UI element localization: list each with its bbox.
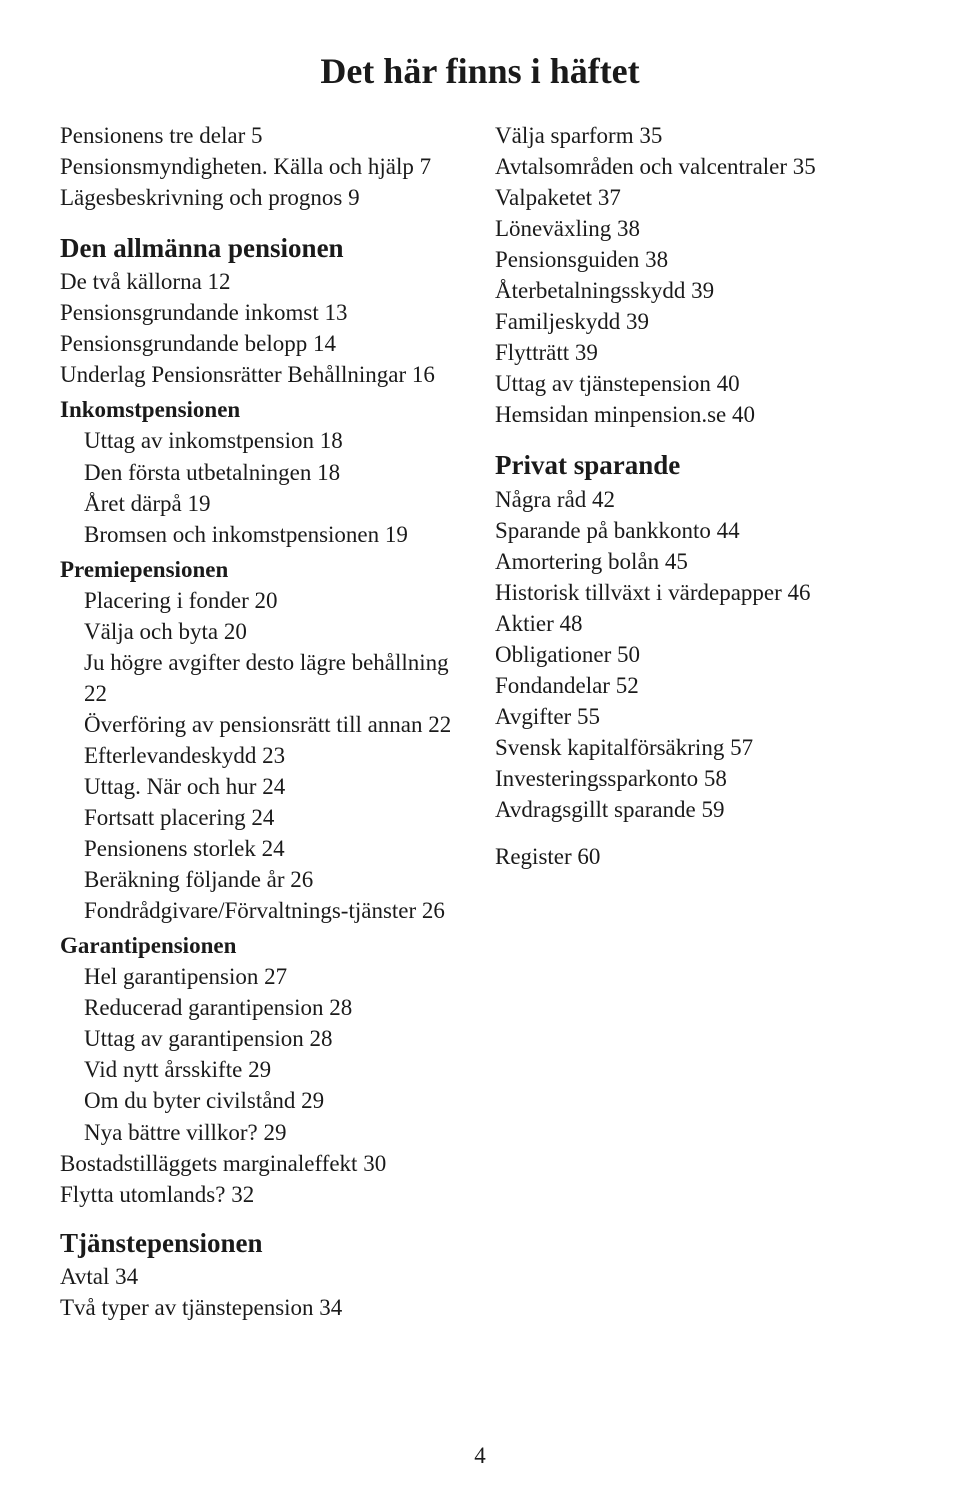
toc-entry: Valpaketet 37	[495, 182, 900, 213]
toc-entry: Överföring av pensionsrätt till annan 22	[60, 709, 465, 740]
toc-entry: Hel garantipension 27	[60, 961, 465, 992]
toc-entry: Året därpå 19	[60, 488, 465, 519]
toc-columns: Pensionens tre delar 5Pensionsmyndighete…	[60, 120, 900, 1323]
toc-entry: Reducerad garantipension 28	[60, 992, 465, 1023]
toc-entry: Nya bättre villkor? 29	[60, 1117, 465, 1148]
toc-entry: Pensionens storlek 24	[60, 833, 465, 864]
toc-entry: Uttag av garantipension 28	[60, 1023, 465, 1054]
toc-entry: Tjänstepensionen	[60, 1226, 465, 1261]
toc-entry: Pensionsguiden 38	[495, 244, 900, 275]
toc-entry: Investeringssparkonto 58	[495, 763, 900, 794]
toc-entry: Placering i fonder 20	[60, 585, 465, 616]
toc-entry: Aktier 48	[495, 608, 900, 639]
toc-entry: De två källorna 12	[60, 266, 465, 297]
page-title: Det här finns i häftet	[60, 50, 900, 92]
toc-entry: Efterlevandeskydd 23	[60, 740, 465, 771]
toc-entry: Hemsidan minpension.se 40	[495, 399, 900, 430]
toc-entry: Två typer av tjänstepension 34	[60, 1292, 465, 1323]
page-number: 4	[0, 1443, 960, 1469]
toc-entry: Pensionsgrundande belopp 14	[60, 328, 465, 359]
toc-entry: Avtalsområden och valcentraler 35	[495, 151, 900, 182]
toc-entry: Garantipensionen	[60, 930, 465, 961]
toc-entry: Flytträtt 39	[495, 337, 900, 368]
toc-entry: Löneväxling 38	[495, 213, 900, 244]
toc-entry: Inkomstpensionen	[60, 394, 465, 425]
toc-entry: Svensk kapitalförsäkring 57	[495, 732, 900, 763]
toc-entry: Om du byter civilstånd 29	[60, 1085, 465, 1116]
toc-entry: Pensionsmyndigheten. Källa och hjälp 7	[60, 151, 465, 182]
toc-entry: Välja och byta 20	[60, 616, 465, 647]
toc-entry: Avgifter 55	[495, 701, 900, 732]
toc-entry: Pensionsgrundande inkomst 13	[60, 297, 465, 328]
toc-entry: Den första utbetalningen 18	[60, 457, 465, 488]
toc-entry: Obligationer 50	[495, 639, 900, 670]
toc-entry: Den allmänna pensionen	[60, 231, 465, 266]
toc-entry: Fondandelar 52	[495, 670, 900, 701]
toc-entry: Register 60	[495, 841, 900, 872]
toc-entry: Avtal 34	[60, 1261, 465, 1292]
toc-entry: Underlag Pensionsrätter Behållningar 16	[60, 359, 465, 390]
toc-entry: Några råd 42	[495, 484, 900, 515]
toc-entry: Flytta utomlands? 32	[60, 1179, 465, 1210]
toc-entry: Fortsatt placering 24	[60, 802, 465, 833]
toc-entry: Pensionens tre delar 5	[60, 120, 465, 151]
toc-entry: Uttag. När och hur 24	[60, 771, 465, 802]
toc-entry: Uttag av tjänstepension 40	[495, 368, 900, 399]
toc-entry: Avdragsgillt sparande 59	[495, 794, 900, 825]
toc-entry: Sparande på bankkonto 44	[495, 515, 900, 546]
toc-entry: Ju högre avgifter desto lägre behållning…	[60, 647, 465, 709]
toc-entry: Vid nytt årsskifte 29	[60, 1054, 465, 1085]
toc-entry: Privat sparande	[495, 448, 900, 483]
toc-entry: Bostadstilläggets marginaleffekt 30	[60, 1148, 465, 1179]
toc-entry: Lägesbeskrivning och prognos 9	[60, 182, 465, 213]
toc-entry: Beräkning följande år 26	[60, 864, 465, 895]
toc-entry: Familjeskydd 39	[495, 306, 900, 337]
toc-entry: Bromsen och inkomstpensionen 19	[60, 519, 465, 550]
toc-entry: Premiepensionen	[60, 554, 465, 585]
page: Det här finns i häftet Pensionens tre de…	[0, 0, 960, 1497]
toc-entry: Uttag av inkomstpension 18	[60, 425, 465, 456]
toc-entry: Historisk tillväxt i värdepapper 46	[495, 577, 900, 608]
toc-entry: Amortering bolån 45	[495, 546, 900, 577]
toc-left-column: Pensionens tre delar 5Pensionsmyndighete…	[60, 120, 465, 1323]
toc-entry: Välja sparform 35	[495, 120, 900, 151]
toc-entry: Återbetalningsskydd 39	[495, 275, 900, 306]
toc-entry: Fondrådgivare/Förvaltnings-tjänster 26	[60, 895, 465, 926]
toc-right-column: Välja sparform 35Avtalsområden och valce…	[495, 120, 900, 1323]
